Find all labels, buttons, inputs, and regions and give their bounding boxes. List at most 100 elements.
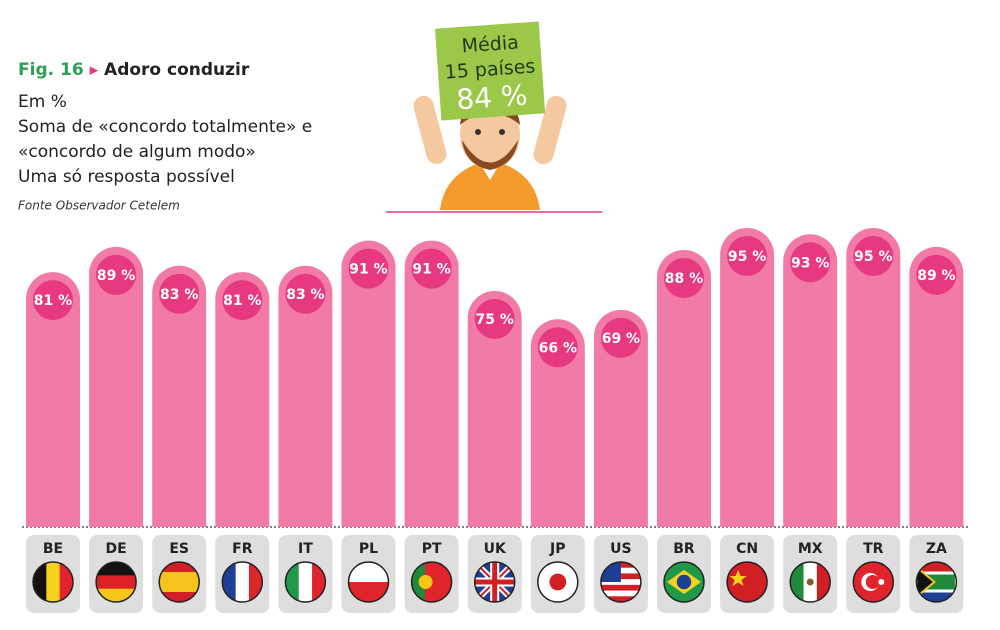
flag-part xyxy=(474,562,515,602)
flag-ring xyxy=(537,561,579,603)
subtitle: «concordo de algum modo» xyxy=(18,142,256,162)
value-label: 91 % xyxy=(349,262,387,278)
flag xyxy=(727,562,768,602)
value-label: 69 % xyxy=(602,331,640,347)
bar xyxy=(846,228,901,527)
x-tick-label: US xyxy=(610,541,631,557)
value-label-badge xyxy=(474,298,515,339)
value-label-badge xyxy=(285,273,326,314)
x-tick-label: IT xyxy=(298,541,313,557)
value-label-badge xyxy=(33,280,73,321)
flag-ring xyxy=(789,561,831,603)
sign-text: Média xyxy=(461,31,519,57)
flag-part xyxy=(46,562,61,602)
bar xyxy=(152,265,207,527)
flag xyxy=(853,562,894,602)
x-tick-label: BR xyxy=(673,541,695,557)
bar xyxy=(215,272,270,527)
value-label-badge xyxy=(159,273,200,314)
subtitle: Em % xyxy=(18,92,67,112)
flag-ring xyxy=(915,561,958,603)
bar xyxy=(278,265,333,527)
flag-ring xyxy=(158,561,200,603)
flag-part xyxy=(159,562,200,573)
value-label-badge xyxy=(664,258,704,299)
x-tick-label: CN xyxy=(736,541,758,557)
flag-ring xyxy=(32,561,74,603)
flag-part xyxy=(159,592,200,602)
value-label: 91 % xyxy=(412,262,450,278)
flag-part xyxy=(600,596,641,602)
flag xyxy=(664,562,704,602)
bar xyxy=(909,246,964,527)
flag-ring xyxy=(473,561,516,603)
bar xyxy=(783,234,838,527)
flag-ring xyxy=(852,561,895,603)
x-tick-label: FR xyxy=(232,541,253,557)
value-label: 88 % xyxy=(665,271,703,287)
value-label: 89 % xyxy=(97,268,135,284)
flag xyxy=(348,562,389,602)
flag xyxy=(537,562,578,602)
x-tick-label: UK xyxy=(484,541,507,557)
bar xyxy=(467,290,522,527)
x-tick-label: DE xyxy=(106,541,127,557)
flag-ring xyxy=(726,561,768,603)
bar xyxy=(341,240,396,528)
flag-ring xyxy=(663,561,705,603)
flag-part xyxy=(348,582,389,602)
flag-part xyxy=(729,570,747,586)
flag-part xyxy=(916,564,936,600)
flag-part xyxy=(600,590,641,597)
bar xyxy=(89,246,144,528)
flag-ring xyxy=(221,561,264,603)
subtitle: Soma de «concordo totalmente» e xyxy=(18,117,312,137)
flag-part xyxy=(727,562,768,602)
bar xyxy=(404,240,459,528)
x-tick-label: ZA xyxy=(926,541,947,557)
flag-part xyxy=(806,578,814,586)
x-tick-label: ES xyxy=(169,541,189,557)
source: Fonte Observador Cetelem xyxy=(18,199,180,213)
x-tick-label: JP xyxy=(549,541,565,557)
value-label: 75 % xyxy=(476,312,514,328)
flag-part xyxy=(159,572,200,583)
value-label: 95 % xyxy=(728,249,766,265)
value-label: 95 % xyxy=(854,249,892,265)
bar xyxy=(657,250,711,527)
flag-part xyxy=(235,562,250,602)
bar xyxy=(530,319,585,527)
flag-ring xyxy=(95,561,137,603)
value-label: 83 % xyxy=(286,287,324,303)
bar xyxy=(720,228,775,527)
flag-part xyxy=(549,573,567,591)
bar xyxy=(593,309,648,527)
value-label-badge xyxy=(790,242,831,283)
value-label: 81 % xyxy=(34,293,72,309)
sign-value: 84 % xyxy=(455,78,528,116)
value-label: 81 % xyxy=(223,293,261,309)
value-label: 93 % xyxy=(791,255,829,271)
x-tick-label: PL xyxy=(359,541,378,557)
flag-part xyxy=(676,574,692,590)
flag-part xyxy=(878,579,885,585)
flag-ring xyxy=(284,561,327,603)
value-label-badge xyxy=(727,236,768,276)
chart-title: Fig. 16 ▸ Adoro conduzir xyxy=(18,60,250,80)
value-label-badge xyxy=(96,254,137,295)
flag xyxy=(159,562,200,602)
value-label-badge xyxy=(916,254,957,295)
sign-board xyxy=(434,21,546,121)
flag-ring xyxy=(410,561,453,603)
arrow: ▸ xyxy=(90,60,104,80)
value-label-badge xyxy=(537,327,578,368)
flag-ring xyxy=(347,561,390,603)
value-label-badge xyxy=(600,317,641,358)
value-label-badge xyxy=(853,236,894,276)
value-label: 89 % xyxy=(917,268,955,284)
figure-number: Fig. 16 xyxy=(18,60,84,80)
title: Adoro conduzir xyxy=(104,60,250,80)
flag-part xyxy=(96,575,137,590)
flag-part xyxy=(159,582,200,593)
